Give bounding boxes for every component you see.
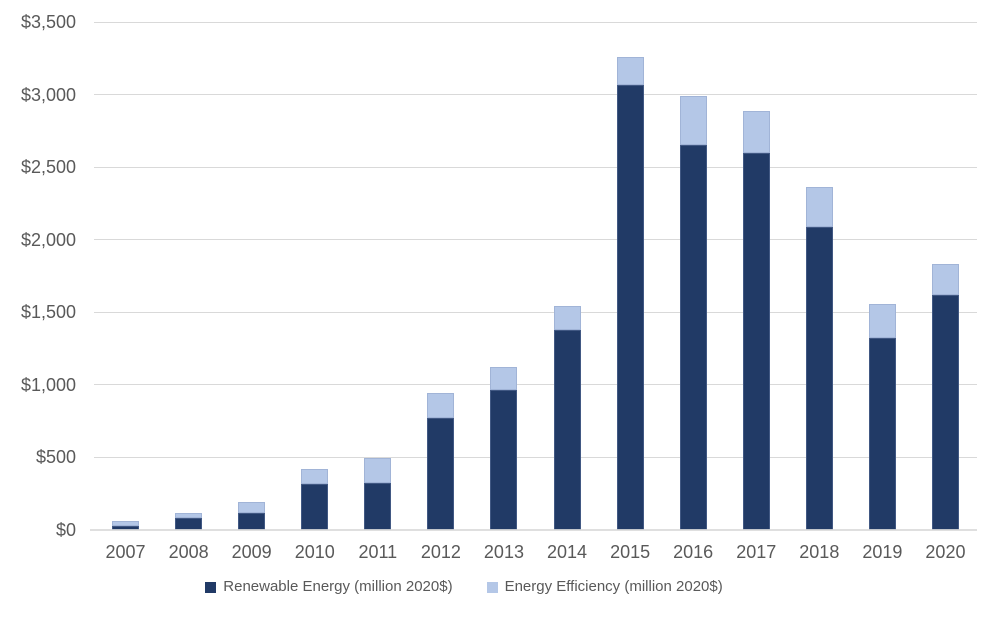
gridline-1000 — [94, 384, 977, 386]
bar-2017-segment-renewable-energy — [742, 152, 770, 530]
y-axis-tick-label: $500 — [35, 447, 76, 468]
bar-2018 — [805, 186, 833, 530]
x-axis-tick-label-2020: 2020 — [925, 542, 966, 562]
bar-2018-segment-renewable-energy — [805, 227, 833, 530]
gridline-3000 — [94, 94, 977, 96]
bar-2010-segment-renewable-energy — [301, 484, 329, 530]
x-axis-line — [90, 529, 977, 531]
bar-2016-segment-renewable-energy — [679, 145, 707, 530]
bar-2013 — [490, 366, 518, 530]
bar-2013-segment-renewable-energy — [490, 389, 518, 530]
y-axis-tick-label: $3,000 — [20, 84, 76, 105]
bar-2007-segment-energy-efficiency — [112, 520, 140, 526]
legend-label: Energy Efficiency (million 2020$) — [504, 578, 723, 595]
bar-2019-segment-renewable-energy — [868, 338, 896, 530]
x-axis-tick-label-2019: 2019 — [862, 542, 903, 562]
bar-2011-segment-renewable-energy — [364, 482, 392, 530]
bar-2014-segment-renewable-energy — [553, 329, 581, 530]
bar-2010-segment-energy-efficiency — [301, 469, 329, 485]
x-axis-tick-label-2016: 2016 — [673, 542, 714, 562]
bar-2008-segment-renewable-energy — [175, 518, 203, 530]
legend: Renewable Energy (million 2020$) Energy E… — [0, 578, 928, 596]
bar-2010 — [301, 469, 329, 530]
bar-2007 — [112, 520, 140, 530]
bar-2013-segment-energy-efficiency — [490, 366, 518, 390]
bar-2020 — [931, 263, 959, 530]
gridline-2000 — [94, 239, 977, 241]
x-axis-tick-label-2014: 2014 — [547, 542, 588, 562]
legend-swatch-icon — [486, 581, 498, 593]
bar-2007-segment-renewable-energy — [112, 525, 140, 530]
gridline-2500 — [94, 166, 977, 168]
bar-2017 — [742, 110, 770, 530]
legend-swatch-icon — [205, 581, 217, 593]
bar-2009-segment-energy-efficiency — [238, 502, 266, 513]
bar-2012-segment-renewable-energy — [427, 418, 455, 530]
y-axis-tick-label: $1,000 — [20, 374, 76, 395]
bar-2014 — [553, 306, 581, 530]
plot-area — [90, 21, 977, 531]
bar-2009-segment-renewable-energy — [238, 512, 266, 530]
bar-2015-segment-energy-efficiency — [616, 56, 644, 86]
x-axis-tick-label-2012: 2012 — [420, 542, 461, 562]
bar-2008 — [175, 512, 203, 530]
bar-2019-segment-energy-efficiency — [868, 303, 896, 339]
x-axis-tick-label-2015: 2015 — [610, 542, 651, 562]
bar-2015-segment-renewable-energy — [616, 85, 644, 530]
bar-2016 — [679, 96, 707, 530]
y-axis-tick-label: $0 — [55, 520, 76, 540]
x-axis-tick-label-2008: 2008 — [168, 542, 209, 562]
bar-2015 — [616, 56, 644, 530]
gridline-3500 — [94, 21, 977, 23]
legend-item-renewable-energy: Renewable Energy (million 2020$) — [205, 578, 453, 596]
x-axis-tick-label-2009: 2009 — [231, 542, 272, 562]
bar-2011 — [364, 458, 392, 530]
x-axis: 2007 2008 2009 2010 2011 2012 2013 2014 2015 2016… — [94, 541, 977, 565]
bar-2017-segment-energy-efficiency — [742, 110, 770, 153]
legend-label: Renewable Energy (million 2020$) — [223, 578, 453, 595]
y-axis-tick-label: $2,500 — [20, 157, 76, 178]
gridline-1500 — [94, 311, 977, 313]
legend-item-energy-efficiency: Energy Efficiency (million 2020$) — [486, 578, 723, 596]
bar-2008-segment-energy-efficiency — [175, 512, 203, 519]
x-axis-tick-label-2013: 2013 — [483, 542, 524, 562]
bars-layer — [94, 22, 977, 530]
y-axis-tick-label: $2,000 — [20, 229, 76, 250]
x-axis-tick-label-2017: 2017 — [736, 542, 777, 562]
y-axis-tick-label: $3,500 — [20, 12, 76, 32]
bar-2018-segment-energy-efficiency — [805, 186, 833, 228]
bar-2020-segment-energy-efficiency — [931, 263, 959, 295]
x-axis-tick-label-2018: 2018 — [799, 542, 840, 562]
x-axis-tick-label-2011: 2011 — [358, 542, 398, 562]
x-axis-tick-label-2010: 2010 — [294, 542, 335, 562]
bar-2012 — [427, 392, 455, 530]
bar-2012-segment-energy-efficiency — [427, 392, 455, 419]
bar-2016-segment-energy-efficiency — [679, 96, 707, 146]
x-axis-tick-label-2007: 2007 — [105, 542, 146, 562]
bar-2014-segment-energy-efficiency — [553, 306, 581, 330]
bar-2011-segment-energy-efficiency — [364, 458, 392, 483]
bar-2019 — [868, 303, 896, 530]
bar-2020-segment-renewable-energy — [931, 294, 959, 530]
bar-2009 — [238, 502, 266, 530]
y-axis-tick-label: $1,500 — [20, 302, 76, 323]
gridline-500 — [94, 456, 977, 458]
y-axis: $0 $500 $1,000 $1,500 $2,000 $2,500 $3,000 $3,5… — [0, 13, 76, 539]
